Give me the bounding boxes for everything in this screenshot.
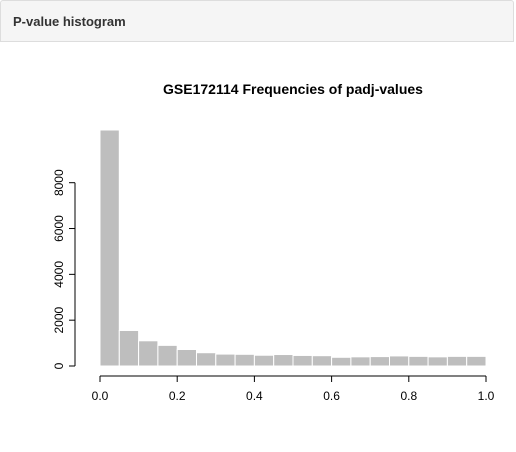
histogram-bar	[118, 329, 140, 367]
histogram-bar	[389, 355, 410, 367]
x-tick-label: 0.8	[400, 389, 417, 403]
histogram-bar	[196, 352, 217, 367]
histogram-bar	[138, 340, 159, 367]
y-tick-label: 8000	[52, 169, 66, 196]
histogram-bar	[311, 355, 333, 367]
histogram-bar	[176, 349, 197, 367]
y-tick-label: 2000	[52, 307, 66, 334]
histogram-bar	[157, 344, 178, 367]
histogram-svg: GSE172114 Frequencies of padj-values 0.0…	[52, 81, 495, 403]
bars-group	[99, 129, 487, 367]
histogram-bar	[292, 354, 313, 367]
histogram-bar	[331, 356, 352, 367]
x-tick-label: 0.2	[169, 389, 186, 403]
x-tick-label: 0.4	[246, 389, 263, 403]
histogram-bar	[350, 356, 371, 367]
x-tick-label: 0.6	[323, 389, 340, 403]
panel-title: P-value histogram	[13, 14, 126, 29]
chart-title: GSE172114 Frequencies of padj-values	[163, 81, 423, 97]
y-tick-label: 6000	[52, 215, 66, 242]
y-tick-label: 0	[52, 362, 66, 369]
x-tick-label: 0.0	[92, 389, 109, 403]
y-tick-label: 4000	[52, 261, 66, 288]
histogram-bar	[215, 353, 236, 367]
histogram-bar	[446, 355, 468, 367]
histogram-bar	[466, 355, 487, 367]
x-axis: 0.0 0.2 0.4 0.6 0.8 1.0	[92, 375, 495, 403]
histogram-bar	[369, 356, 391, 367]
histogram-bar	[253, 354, 275, 367]
histogram-bar	[408, 355, 429, 367]
histogram-bar	[234, 353, 255, 367]
y-axis: 0 2000 4000 6000 8000	[52, 169, 76, 369]
histogram-bar	[99, 129, 120, 367]
x-tick-label: 1.0	[478, 389, 495, 403]
histogram-bar	[273, 354, 294, 367]
histogram-bar	[427, 356, 448, 367]
histogram-chart: GSE172114 Frequencies of padj-values 0.0…	[0, 42, 516, 447]
panel-header: P-value histogram	[0, 0, 514, 42]
